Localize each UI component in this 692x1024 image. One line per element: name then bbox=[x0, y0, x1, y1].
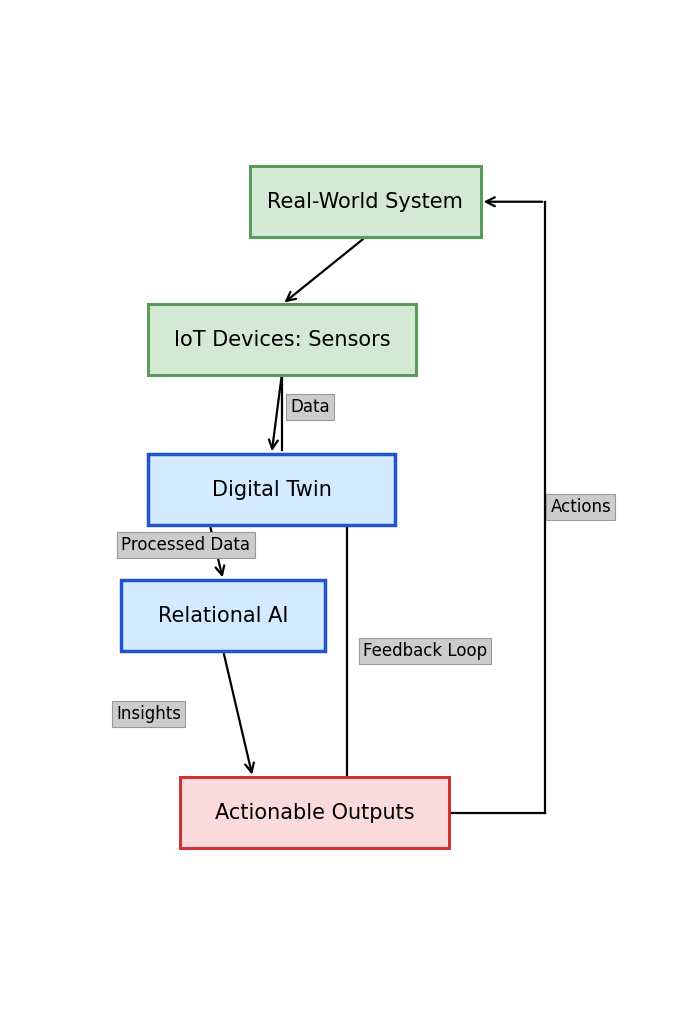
FancyBboxPatch shape bbox=[250, 166, 481, 238]
FancyBboxPatch shape bbox=[121, 581, 325, 651]
Text: Processed Data: Processed Data bbox=[121, 536, 251, 554]
Text: Feedback Loop: Feedback Loop bbox=[363, 642, 486, 660]
Text: IoT Devices: Sensors: IoT Devices: Sensors bbox=[174, 330, 390, 350]
Text: Actions: Actions bbox=[550, 499, 611, 516]
Text: Actionable Outputs: Actionable Outputs bbox=[215, 803, 415, 823]
FancyBboxPatch shape bbox=[181, 777, 448, 848]
Text: Relational AI: Relational AI bbox=[158, 605, 289, 626]
Text: Real-World System: Real-World System bbox=[267, 191, 464, 212]
Text: Digital Twin: Digital Twin bbox=[212, 479, 331, 500]
FancyBboxPatch shape bbox=[148, 454, 395, 525]
Text: Data: Data bbox=[291, 397, 330, 416]
FancyBboxPatch shape bbox=[148, 304, 417, 375]
Text: Insights: Insights bbox=[116, 706, 181, 723]
